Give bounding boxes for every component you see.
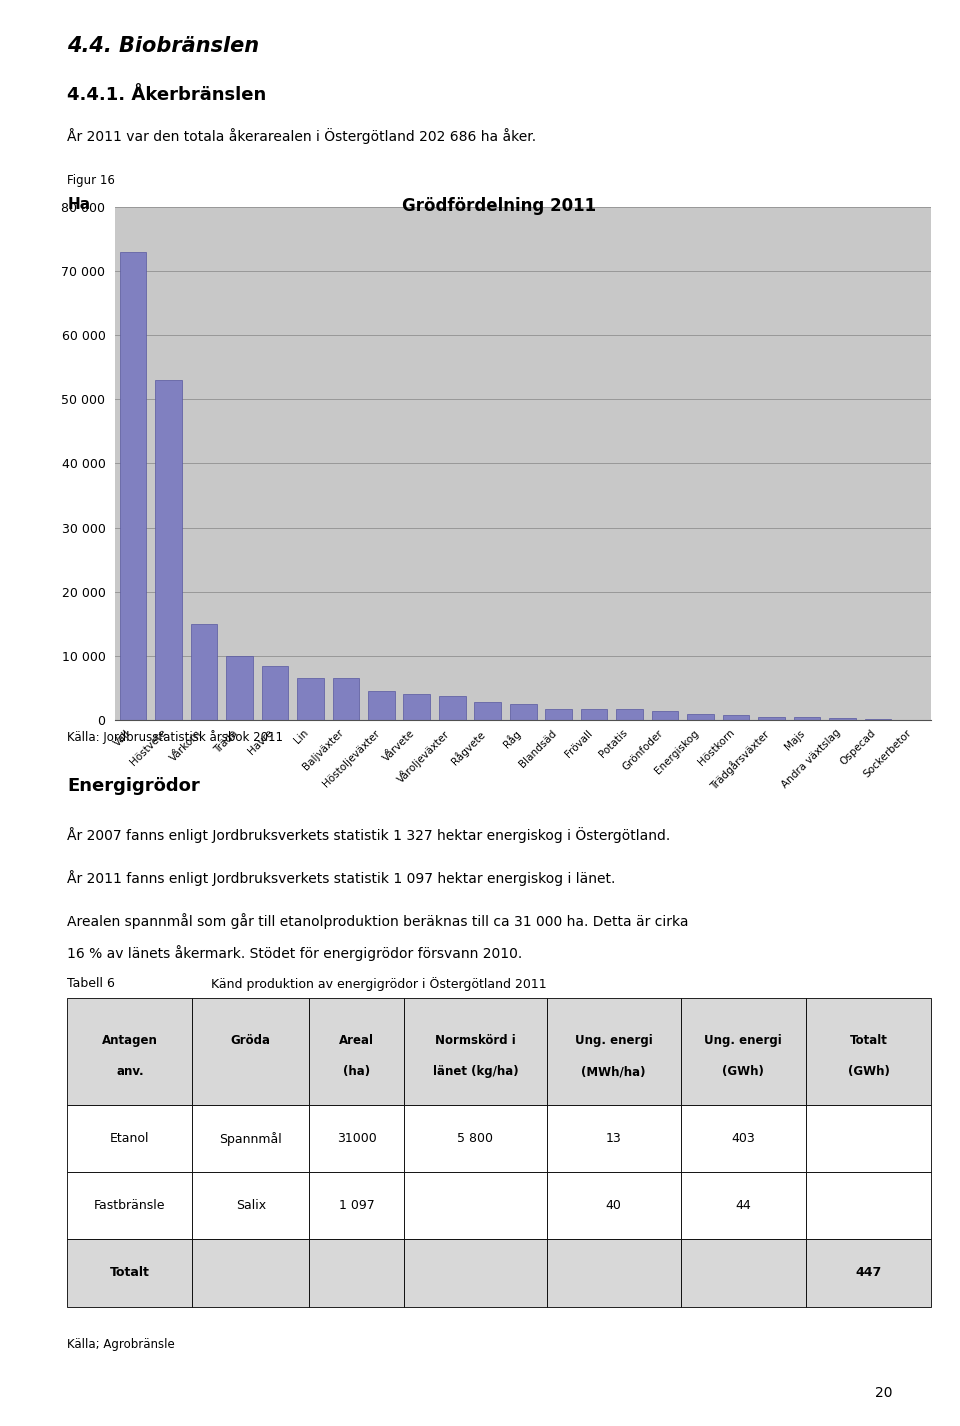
Text: anv.: anv.	[116, 1065, 144, 1078]
Text: Fastbränsle: Fastbränsle	[94, 1199, 165, 1212]
Bar	[226, 656, 252, 720]
Text: Areal: Areal	[339, 1034, 374, 1047]
Bar	[723, 714, 750, 720]
Text: (GWh): (GWh)	[848, 1065, 890, 1078]
Text: Källa: Jordbrusstatistisk årsbok 2011: Källa: Jordbrusstatistisk årsbok 2011	[67, 730, 283, 744]
Bar	[616, 709, 643, 720]
Text: Gröda: Gröda	[230, 1034, 271, 1047]
Bar	[156, 381, 181, 720]
Bar	[806, 1239, 931, 1306]
Bar	[681, 1105, 805, 1172]
Bar	[681, 1172, 805, 1239]
Text: Antagen: Antagen	[102, 1034, 157, 1047]
Text: länet (kg/ha): länet (kg/ha)	[433, 1065, 518, 1078]
Bar	[758, 717, 785, 720]
Text: 20: 20	[876, 1386, 893, 1400]
Bar	[192, 1105, 309, 1172]
Text: Salix: Salix	[236, 1199, 266, 1212]
Text: År 2007 fanns enligt Jordbruksverkets statistik 1 327 hektar energiskog i Österg: År 2007 fanns enligt Jordbruksverkets st…	[67, 827, 670, 843]
Bar	[368, 692, 395, 720]
Bar	[806, 1172, 931, 1239]
Text: Etanol: Etanol	[110, 1132, 150, 1145]
Text: År 2011 var den totala åkerarealen i Östergötland 202 686 ha åker.: År 2011 var den totala åkerarealen i Öst…	[67, 128, 537, 144]
Text: 4.4. Biobränslen: 4.4. Biobränslen	[67, 36, 259, 56]
Text: 16 % av länets åkermark. Stödet för energigrödor försvann 2010.: 16 % av länets åkermark. Stödet för ener…	[67, 945, 522, 961]
Bar	[681, 1239, 805, 1306]
Bar	[309, 998, 404, 1105]
Bar	[332, 679, 359, 720]
Bar	[794, 717, 821, 720]
Bar	[67, 1172, 192, 1239]
Text: Totalt: Totalt	[850, 1034, 887, 1047]
Bar	[403, 694, 430, 720]
Bar	[67, 1105, 192, 1172]
Bar	[510, 704, 537, 720]
Bar	[545, 709, 572, 720]
Text: (MWh/ha): (MWh/ha)	[582, 1065, 646, 1078]
Bar	[404, 1239, 547, 1306]
Bar	[120, 251, 146, 720]
Text: Normskörd i: Normskörd i	[435, 1034, 516, 1047]
Bar	[404, 998, 547, 1105]
Bar	[687, 714, 714, 720]
Text: Ha: Ha	[67, 197, 90, 212]
Bar	[474, 702, 501, 720]
Bar	[309, 1239, 404, 1306]
Bar	[404, 1172, 547, 1239]
Text: 5 800: 5 800	[457, 1132, 493, 1145]
Bar	[192, 998, 309, 1105]
Text: 40: 40	[606, 1199, 622, 1212]
Text: Energigrödor: Energigrödor	[67, 777, 200, 796]
Bar	[547, 1172, 681, 1239]
Text: År 2011 fanns enligt Jordbruksverkets statistik 1 097 hektar energiskog i länet.: År 2011 fanns enligt Jordbruksverkets st…	[67, 870, 615, 886]
Bar	[309, 1105, 404, 1172]
Bar	[806, 1105, 931, 1172]
Bar	[261, 666, 288, 720]
Text: 447: 447	[855, 1266, 881, 1279]
Bar	[439, 696, 466, 720]
Bar	[67, 1239, 192, 1306]
Text: 31000: 31000	[337, 1132, 376, 1145]
Text: Ung. energi: Ung. energi	[705, 1034, 782, 1047]
Text: Figur 16: Figur 16	[67, 174, 115, 187]
Bar	[67, 998, 192, 1105]
Bar	[829, 719, 855, 720]
Bar	[297, 679, 324, 720]
Bar	[806, 998, 931, 1105]
Bar	[192, 1172, 309, 1239]
Text: (ha): (ha)	[343, 1065, 371, 1078]
Bar	[681, 998, 805, 1105]
Bar	[652, 710, 679, 720]
Text: Känd produktion av energigrödor i Östergötland 2011: Känd produktion av energigrödor i Österg…	[211, 977, 547, 991]
Text: 44: 44	[735, 1199, 751, 1212]
Text: Tabell 6: Tabell 6	[67, 977, 115, 990]
Bar	[191, 625, 217, 720]
Text: Arealen spannmål som går till etanolproduktion beräknas till ca 31 000 ha. Detta: Arealen spannmål som går till etanolprod…	[67, 913, 688, 928]
Text: Totalt: Totalt	[109, 1266, 150, 1279]
Text: Grödfördelning 2011: Grödfördelning 2011	[402, 197, 596, 215]
Text: Ung. energi: Ung. energi	[575, 1034, 653, 1047]
Text: Källa; Agrobränsle: Källa; Agrobränsle	[67, 1338, 175, 1350]
Text: (GWh): (GWh)	[722, 1065, 764, 1078]
Bar	[192, 1239, 309, 1306]
Bar	[547, 998, 681, 1105]
Bar	[309, 1172, 404, 1239]
Text: 403: 403	[732, 1132, 756, 1145]
Text: 1 097: 1 097	[339, 1199, 374, 1212]
Text: 4.4.1. Åkerbränslen: 4.4.1. Åkerbränslen	[67, 86, 267, 104]
Bar	[581, 709, 608, 720]
Bar	[404, 1105, 547, 1172]
Text: Spannmål: Spannmål	[220, 1132, 282, 1147]
Bar	[547, 1105, 681, 1172]
Bar	[547, 1239, 681, 1306]
Text: 13: 13	[606, 1132, 621, 1145]
